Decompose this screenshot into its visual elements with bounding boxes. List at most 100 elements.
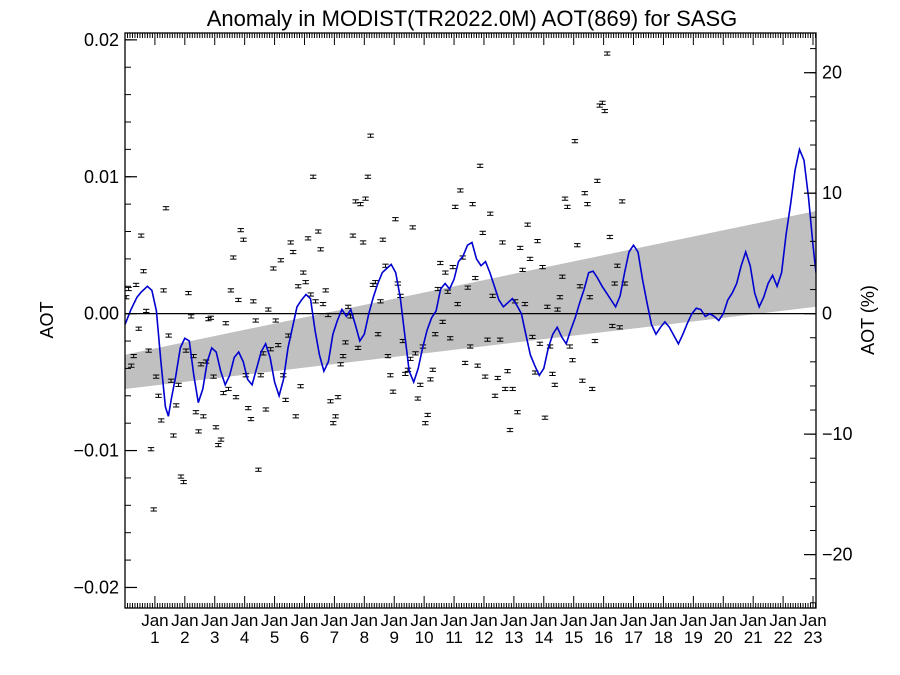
data-point	[237, 228, 244, 233]
x-tick-year-label: 20	[714, 628, 733, 647]
data-point	[367, 133, 374, 138]
x-tick-year-label: 16	[594, 628, 613, 647]
data-point	[230, 255, 237, 260]
y2-tick-label: 10	[822, 183, 842, 203]
data-point	[377, 299, 384, 304]
x-tick-year-label: 2	[180, 628, 189, 647]
data-point	[145, 348, 152, 353]
x-tick-year-label: 11	[445, 628, 463, 647]
data-point	[132, 282, 140, 288]
data-point	[446, 336, 454, 341]
data-point	[187, 314, 195, 319]
data-point	[319, 301, 327, 307]
smoothed-series	[125, 146, 816, 417]
data-point	[506, 427, 514, 433]
data-point	[252, 318, 259, 323]
data-point	[591, 338, 599, 344]
x-tick-year-label: 22	[774, 628, 793, 647]
data-point	[125, 295, 130, 300]
data-point	[544, 304, 551, 309]
data-point	[469, 202, 476, 207]
data-point	[315, 229, 322, 234]
x-tick-month-label: Jan	[141, 611, 168, 630]
y-axis-right: −20 −10 0 10 20	[804, 48, 853, 604]
y2-tick-label: 20	[822, 63, 842, 83]
x-tick-month-label: Jan	[171, 611, 198, 630]
data-point	[414, 396, 422, 401]
data-point	[357, 202, 364, 207]
x-tick-month-label: Jan	[560, 611, 587, 630]
data-point	[618, 199, 626, 204]
data-point	[222, 321, 230, 326]
data-point	[569, 358, 576, 363]
data-point	[265, 307, 272, 312]
x-tick-month-label: Jan	[769, 611, 796, 630]
y2-tick-label: 0	[822, 304, 832, 324]
data-point	[302, 280, 309, 285]
y-tick-label: 0.00	[84, 304, 119, 324]
data-point	[175, 382, 182, 387]
data-point	[362, 196, 369, 201]
data-point	[210, 374, 217, 379]
data-point	[579, 378, 586, 383]
data-point	[609, 323, 616, 329]
x-tick-month-label: Jan	[201, 611, 228, 630]
data-point	[339, 353, 347, 359]
data-point	[215, 442, 222, 448]
data-point	[496, 337, 504, 342]
data-point	[409, 225, 416, 230]
data-point	[452, 204, 459, 209]
data-point	[606, 234, 614, 240]
data-point	[424, 412, 431, 418]
data-point	[192, 410, 200, 415]
data-point	[611, 281, 618, 286]
data-point	[312, 299, 319, 304]
x-tick-year-label: 19	[684, 628, 703, 647]
data-point	[359, 240, 367, 245]
data-point	[427, 377, 434, 382]
x-tick-month-label: Jan	[321, 611, 348, 630]
data-point	[534, 238, 541, 244]
data-point	[432, 332, 439, 337]
data-point	[614, 263, 621, 268]
data-point	[589, 386, 596, 392]
x-tick-year-label: 14	[534, 628, 553, 647]
x-tick-month-label: Jan	[261, 611, 288, 630]
data-point	[130, 353, 137, 359]
x-tick-month-label: Jan	[470, 611, 497, 630]
data-point	[541, 415, 549, 420]
data-point	[554, 307, 561, 312]
data-point	[332, 414, 339, 419]
data-point	[172, 403, 180, 408]
x-tick-year-label: 18	[654, 628, 673, 647]
data-point	[240, 237, 247, 242]
data-point	[300, 270, 307, 275]
data-point	[160, 288, 167, 293]
data-point	[467, 344, 474, 349]
data-point	[182, 348, 190, 353]
x-tick-year-label: 4	[240, 628, 249, 647]
data-point	[521, 301, 529, 307]
data-point	[392, 217, 399, 222]
x-tick-month-label: Jan	[351, 611, 378, 630]
data-point	[571, 139, 579, 144]
x-tick-month-label: Jan	[680, 611, 707, 630]
chart-title: Anomaly in MODIST(TR2022.0M) AOT(869) fo…	[207, 6, 738, 31]
data-point	[524, 222, 531, 227]
data-point	[481, 374, 489, 379]
data-point	[516, 245, 524, 251]
data-point	[337, 362, 344, 367]
data-point	[147, 447, 155, 452]
data-point	[561, 196, 569, 201]
data-point	[157, 418, 165, 423]
data-point	[576, 284, 584, 289]
data-point	[180, 479, 187, 485]
data-point	[274, 343, 282, 348]
data-point	[272, 318, 279, 323]
x-tick-month-label: Jan	[530, 611, 557, 630]
data-point	[604, 51, 611, 56]
data-point	[564, 204, 571, 209]
data-point	[422, 421, 429, 426]
x-tick-year-label: 5	[270, 628, 279, 647]
data-point	[232, 395, 240, 400]
